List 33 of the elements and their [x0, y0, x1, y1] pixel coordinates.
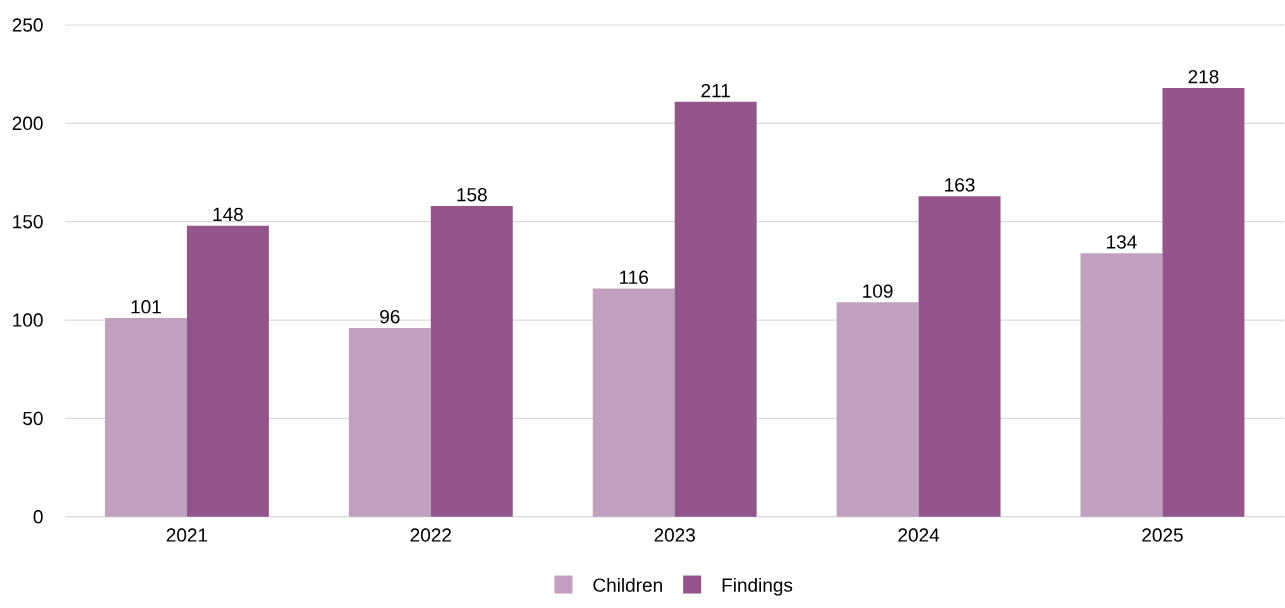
- bar: [592, 288, 675, 517]
- data-label: 134: [1107, 235, 1137, 249]
- data-label: 211: [701, 84, 730, 98]
- x-tick-label: 2023: [654, 528, 695, 542]
- bar: [674, 101, 757, 517]
- x-tick-label: 2025: [1142, 528, 1183, 542]
- bar: [1162, 88, 1245, 517]
- data-label: 158: [457, 188, 487, 202]
- data-label: 96: [380, 310, 400, 324]
- bar: [430, 206, 513, 517]
- x-tick-label: 2022: [410, 528, 451, 542]
- bar: [104, 318, 187, 517]
- data-label: 116: [620, 270, 648, 285]
- y-tick-label: 200: [12, 116, 43, 131]
- data-label: 148: [213, 207, 243, 222]
- bar: [348, 328, 431, 517]
- y-tick-label: 50: [23, 411, 43, 426]
- y-tick-label: 250: [12, 18, 43, 32]
- y-tick-label: 0: [33, 510, 43, 524]
- bar: [918, 196, 1001, 517]
- y-tick-label: 150: [13, 215, 43, 229]
- y-tick-label: 100: [13, 313, 43, 327]
- data-label: 101: [131, 300, 161, 314]
- bar: [186, 225, 269, 517]
- bar: [836, 302, 919, 517]
- data-label: 218: [1188, 70, 1219, 84]
- legend-label: Findings: [722, 578, 793, 596]
- bar: [1080, 253, 1163, 517]
- data-label: 109: [863, 284, 893, 298]
- data-label: 163: [945, 178, 975, 192]
- x-tick-label: 2021: [166, 528, 208, 542]
- legend-label: Children: [593, 578, 662, 592]
- x-tick-label: 2024: [898, 528, 940, 542]
